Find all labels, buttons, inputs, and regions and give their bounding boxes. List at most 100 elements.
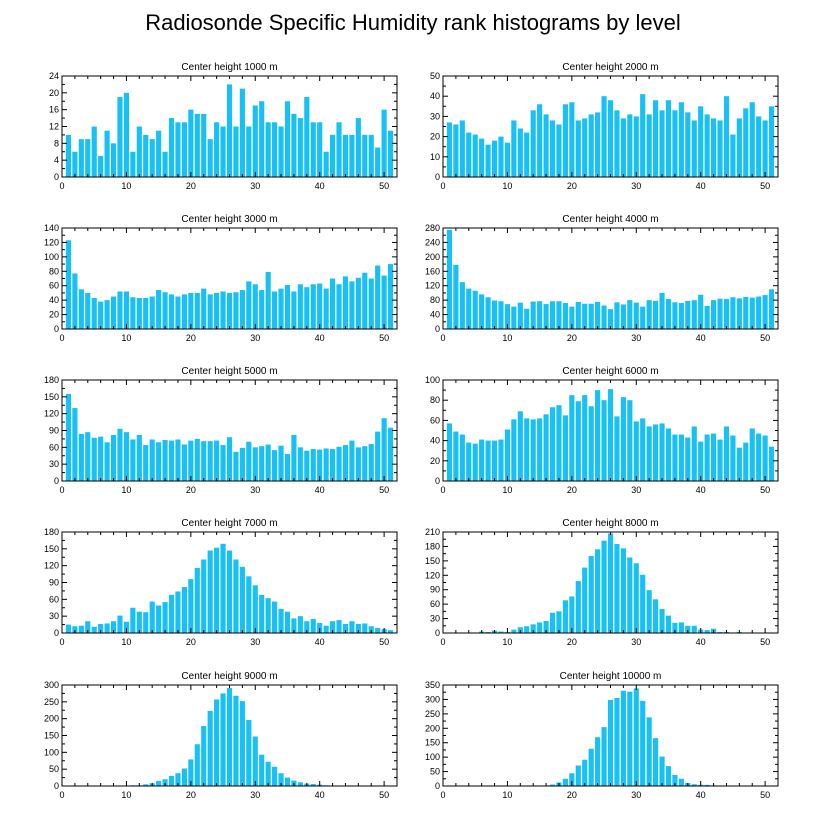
y-tick-label: 100 bbox=[425, 752, 440, 762]
bar bbox=[730, 435, 736, 481]
panel-1: Center height 1000 m 0 10 20 30 40 50 0 4 8 12 16 20… bbox=[49, 62, 398, 191]
bar bbox=[162, 151, 168, 177]
bar bbox=[762, 120, 768, 177]
bar bbox=[387, 427, 394, 481]
bar bbox=[117, 291, 123, 329]
bar bbox=[749, 102, 755, 177]
bar bbox=[459, 282, 465, 329]
panel-10: Center height 10000 m 0 10 20 30 40 50 0 50 100 15… bbox=[425, 671, 779, 800]
bar bbox=[466, 288, 472, 329]
bar bbox=[768, 106, 775, 177]
bar bbox=[620, 304, 626, 329]
bar bbox=[78, 625, 84, 633]
bar bbox=[252, 736, 258, 786]
y-tick-label: 180 bbox=[44, 375, 59, 385]
y-tick-label: 60 bbox=[430, 415, 440, 425]
x-tick-label: 30 bbox=[250, 181, 260, 191]
x-tick-label: 50 bbox=[379, 637, 389, 647]
bar bbox=[569, 395, 575, 481]
bar bbox=[175, 296, 181, 329]
bar bbox=[91, 126, 97, 177]
bar bbox=[194, 744, 200, 786]
bar bbox=[678, 303, 684, 329]
bar bbox=[381, 275, 387, 329]
bar bbox=[588, 748, 594, 786]
bar bbox=[330, 278, 336, 329]
x-tick-label: 30 bbox=[250, 637, 260, 647]
bar bbox=[110, 621, 117, 633]
bar bbox=[226, 437, 233, 481]
bar bbox=[446, 229, 453, 329]
y-tick-label: 0 bbox=[435, 628, 440, 638]
bar bbox=[698, 441, 704, 481]
bar bbox=[65, 624, 72, 633]
bar bbox=[362, 134, 368, 177]
bar bbox=[181, 586, 187, 633]
bar bbox=[711, 300, 717, 329]
bar bbox=[762, 295, 768, 329]
bar bbox=[562, 303, 568, 329]
x-tick-label: 40 bbox=[696, 181, 706, 191]
bar bbox=[278, 608, 284, 633]
bar bbox=[627, 114, 633, 177]
bar bbox=[175, 122, 181, 177]
bar bbox=[291, 618, 297, 633]
x-tick-label: 20 bbox=[186, 333, 196, 343]
bar bbox=[330, 621, 336, 633]
bar bbox=[181, 122, 187, 177]
bar bbox=[504, 142, 510, 177]
y-tick-label: 250 bbox=[44, 697, 59, 707]
bar bbox=[569, 102, 575, 177]
bar bbox=[259, 594, 265, 633]
bar bbox=[323, 288, 329, 329]
y-tick-label: 0 bbox=[435, 476, 440, 486]
bar bbox=[479, 294, 485, 329]
bar bbox=[246, 126, 252, 177]
bar bbox=[549, 120, 556, 177]
y-tick-label: 180 bbox=[44, 527, 59, 537]
bar bbox=[762, 435, 768, 481]
bar bbox=[595, 737, 601, 786]
bar bbox=[259, 101, 265, 177]
bar bbox=[149, 139, 155, 178]
bar bbox=[601, 305, 607, 329]
bar bbox=[730, 134, 736, 177]
bar bbox=[640, 306, 646, 329]
bar bbox=[85, 292, 91, 329]
bar bbox=[220, 291, 226, 329]
bar bbox=[336, 284, 342, 329]
bar bbox=[472, 443, 478, 481]
x-tick-label: 30 bbox=[250, 790, 260, 800]
bar bbox=[691, 120, 697, 177]
bar bbox=[65, 134, 72, 177]
bar bbox=[355, 624, 361, 633]
bar bbox=[162, 779, 168, 786]
y-tick-label: 80 bbox=[430, 395, 440, 405]
y-tick-label: 0 bbox=[54, 628, 59, 638]
bar bbox=[156, 290, 162, 329]
bar bbox=[278, 288, 284, 329]
panel-7: Center height 7000 m 0 10 20 30 40 50 0 30 60 90 12… bbox=[44, 518, 398, 647]
bar bbox=[220, 445, 226, 481]
bar bbox=[207, 139, 213, 178]
bar bbox=[704, 630, 710, 633]
bar bbox=[297, 447, 303, 481]
bar bbox=[387, 130, 394, 177]
bar bbox=[78, 433, 84, 481]
x-tick-label: 30 bbox=[250, 333, 260, 343]
bar bbox=[607, 389, 614, 481]
y-tick-label: 0 bbox=[435, 172, 440, 182]
bar bbox=[704, 784, 710, 786]
bar bbox=[466, 132, 472, 177]
bar bbox=[168, 440, 175, 481]
bar bbox=[549, 784, 556, 786]
bar bbox=[524, 132, 530, 177]
bar bbox=[272, 601, 278, 633]
bar bbox=[85, 139, 91, 178]
bar bbox=[736, 447, 742, 481]
y-tick-label: 30 bbox=[430, 614, 440, 624]
bar bbox=[284, 611, 291, 633]
bar bbox=[207, 441, 213, 481]
bar bbox=[653, 300, 659, 329]
bar bbox=[246, 720, 252, 786]
